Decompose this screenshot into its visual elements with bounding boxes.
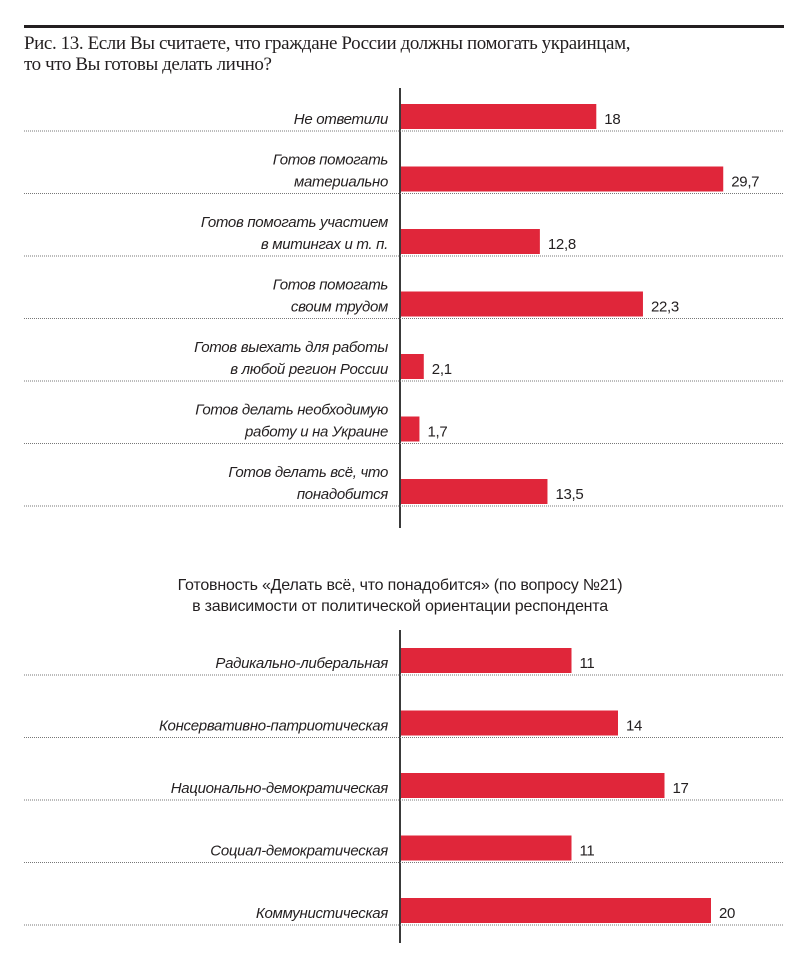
category-label: Не ответили [294,111,389,128]
bar [401,229,540,254]
category-label: Коммунистическая [256,905,388,922]
category-label: Готов выехать для работы [194,339,388,356]
bar [401,416,420,442]
category-label: Национально-демократическая [171,780,389,797]
bar [401,835,572,861]
value-label: 13,5 [555,486,583,503]
value-label: 22,3 [651,299,679,316]
category-label: Консервативно-патриотическая [159,718,388,735]
category-label: материально [294,174,388,191]
bar [401,648,572,673]
value-label: 2,1 [432,361,452,378]
bar [401,710,618,736]
chart2-title: Готовность «Делать всё, что понадобится»… [0,575,800,617]
value-label: 12,8 [548,236,576,253]
category-label: Готов помогать участием [201,214,388,231]
category-label: работу и на Украине [244,424,388,441]
category-label: Готов делать всё, что [228,464,388,481]
category-label: Социал-демократическая [210,843,388,860]
chart2-title-line-2: в зависимости от политической ориентации… [192,598,608,615]
category-label: понадобится [297,486,388,503]
value-label: 29,7 [731,174,759,191]
figure-title: Рис. 13. Если Вы считаете, что граждане … [24,33,724,75]
bar [401,166,724,192]
category-label: Готов помогать [273,277,389,294]
bar [401,898,711,923]
top-rule [24,25,784,28]
category-label: Готов помогать [273,152,389,169]
figure-title-line-2: то что Вы готовы делать лично? [24,54,272,75]
bar [401,291,643,317]
chart2-title-line-1: Готовность «Делать всё, что понадобится»… [177,577,623,594]
figure-title-line-1: Рис. 13. Если Вы считаете, что граждане … [24,33,631,54]
category-label: Радикально-либеральная [215,655,388,672]
bar [401,104,597,129]
category-label: в любой регион России [230,361,389,378]
value-label: 18 [604,111,620,128]
value-label: 20 [719,905,735,922]
value-label: 14 [626,718,642,735]
value-label: 17 [673,780,689,797]
category-label: в митингах и т. п. [261,236,388,253]
category-label: Готов делать необходимую [195,402,388,419]
value-label: 1,7 [427,424,447,441]
bar [401,354,424,379]
category-label: своим трудом [291,299,388,316]
bar [401,479,548,504]
chart-readiness-to-help: 18 Не ответили 29,7 Готов помогать материаль… [24,88,784,528]
value-label: 11 [580,655,595,672]
value-label: 11 [580,843,595,860]
bar [401,773,665,798]
